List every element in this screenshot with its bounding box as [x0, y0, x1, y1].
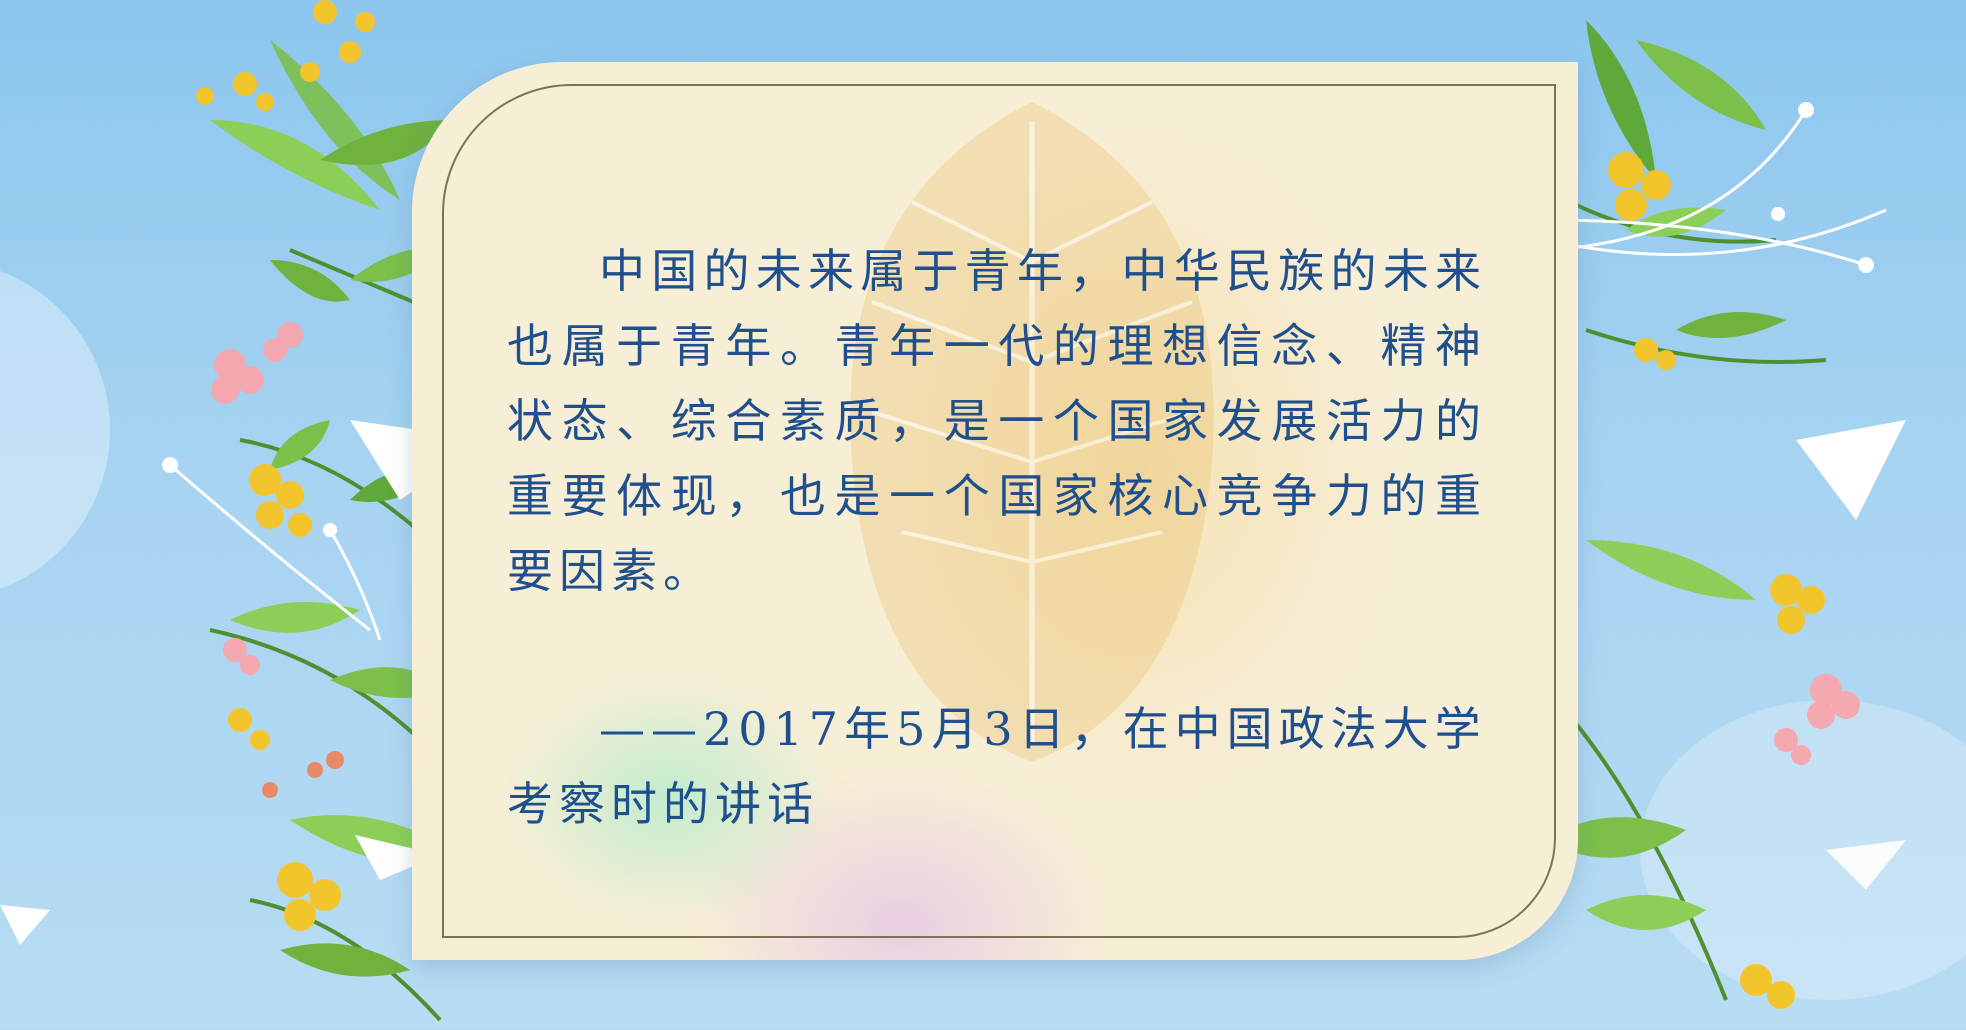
quote-card: 中国的未来属于青年，中华民族的未来也属于青年。青年一代的理想信念、精神状态、综合…: [412, 62, 1578, 960]
dandelion-icon: [1771, 102, 1874, 273]
leaf-watermark: [850, 102, 1214, 762]
berry-icon: [262, 751, 344, 798]
quote-source: ——2017年5月3日，在中国政法大学考察时的讲话: [507, 702, 1487, 831]
flower-icon: [196, 0, 375, 931]
dandelion-icon: [1545, 109, 1887, 267]
right-foliage: [1545, 20, 1906, 1009]
flower-icon: [1608, 152, 1825, 1009]
dandelion-icon: [169, 463, 382, 641]
flower-icon: [211, 322, 303, 675]
flower-icon: [1774, 674, 1860, 765]
quote-text: 中国的未来属于青年，中华民族的未来也属于青年。青年一代的理想信念、精神状态、综合…: [507, 244, 1487, 598]
dandelion-icon: [162, 457, 337, 537]
left-foliage: [196, 0, 481, 1022]
paper-plane-icon: [1796, 420, 1906, 890]
leaf-icon: [1546, 20, 1827, 1001]
